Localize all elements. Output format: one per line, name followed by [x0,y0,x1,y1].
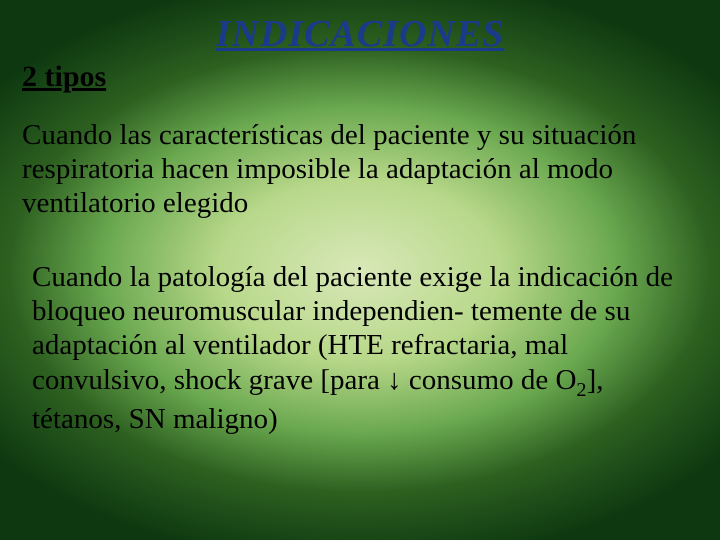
slide: INDICACIONES 2 tipos Cuando las caracter… [0,0,720,540]
para2-text-1: Cuando la patología del paciente exige l… [32,261,673,396]
paragraph-1: Cuando las características del paciente … [22,118,690,221]
o2-subscript: 2 [576,378,586,400]
down-arrow-icon: ↓ [387,364,402,396]
slide-title: INDICACIONES [0,12,720,56]
paragraph-2: Cuando la patología del paciente exige l… [32,260,680,437]
para2-text-2: consumo de O [402,364,577,396]
slide-subtitle: 2 tipos [22,60,106,94]
